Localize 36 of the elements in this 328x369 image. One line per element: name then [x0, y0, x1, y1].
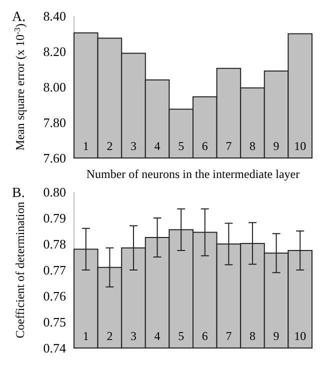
x-tick-label: 10: [294, 139, 306, 153]
y-tick-label: 0.80: [43, 184, 66, 200]
y-tick-label: 0.74: [43, 340, 66, 356]
y-tick-label: 8.40: [43, 8, 66, 24]
x-tick-label: 2: [106, 329, 113, 343]
x-tick-label: 5: [178, 329, 184, 343]
y-tick-label: 7.80: [43, 115, 66, 130]
x-tick-label: 9: [273, 139, 280, 153]
y-tick-label: 0.75: [43, 314, 66, 330]
x-tick-label: 3: [130, 329, 136, 343]
y-tick-label: 0.79: [43, 210, 66, 226]
x-axis-title: Number of neurons in the intermediate layer: [86, 167, 300, 181]
x-tick-label: 6: [202, 139, 208, 153]
x-tick-label: 4: [154, 139, 160, 153]
x-tick-label: 10: [294, 329, 306, 343]
y-tick-label: 0.77: [43, 262, 66, 278]
y-tick-label: 0.78: [43, 236, 66, 252]
x-tick-label: 8: [250, 139, 256, 153]
x-tick-label: 4: [154, 329, 160, 343]
x-tick-label: 2: [106, 139, 113, 153]
chart-title: A.: [12, 10, 26, 25]
x-tick-label: 7: [226, 139, 232, 153]
y-tick-label: 7.60: [43, 150, 66, 166]
y-tick-label: 0.76: [43, 288, 66, 304]
chart-title: B.: [12, 186, 25, 201]
y-tick-label: 8.00: [43, 80, 66, 95]
y-axis-title: Coefficient of determination: [13, 202, 27, 338]
x-tick-label: 8: [250, 329, 256, 343]
x-tick-label: 5: [178, 139, 184, 153]
x-tick-label: 1: [82, 329, 89, 343]
x-tick-label: 3: [130, 139, 136, 153]
x-tick-label: 6: [202, 329, 208, 343]
x-tick-label: 1: [82, 139, 89, 153]
y-tick-label: 8.20: [43, 44, 66, 60]
x-tick-label: 7: [226, 329, 232, 343]
x-tick-label: 9: [273, 329, 280, 343]
